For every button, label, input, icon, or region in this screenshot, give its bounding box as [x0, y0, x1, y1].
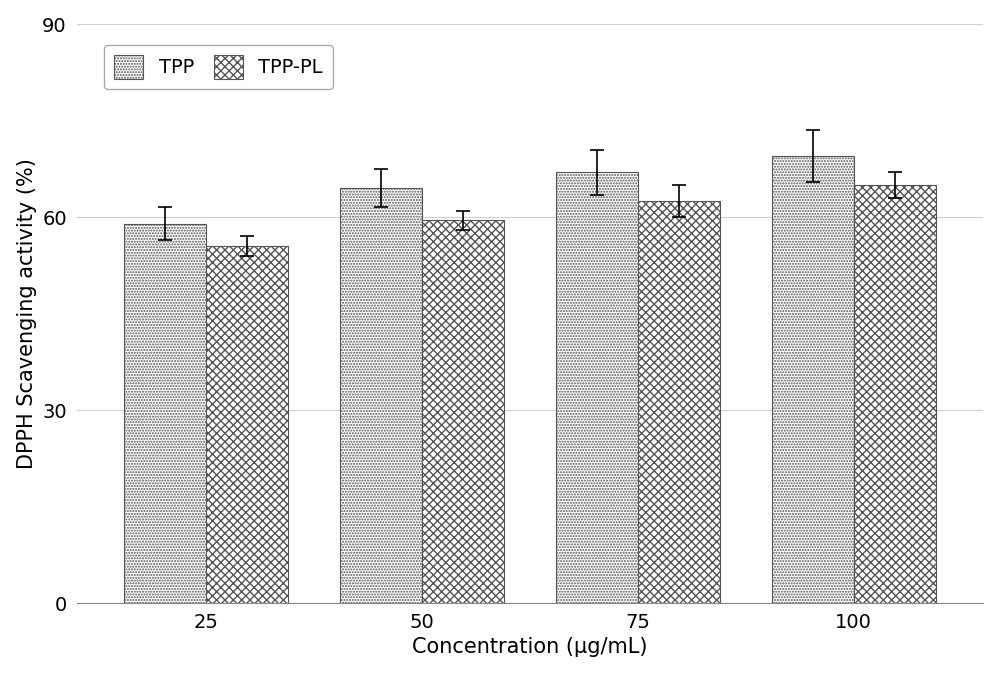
Bar [772, 156, 854, 603]
Bar [124, 224, 206, 603]
Bar [556, 172, 638, 603]
Y-axis label: DPPH Scavenging activity (%): DPPH Scavenging activity (%) [17, 158, 37, 469]
Bar [854, 185, 936, 603]
X-axis label: Concentration (μg/mL): Concentration (μg/mL) [412, 638, 648, 657]
Bar [206, 246, 288, 603]
Bar [422, 220, 504, 603]
Bar [638, 201, 720, 603]
Bar [340, 188, 422, 603]
Legend: TPP, TPP-PL: TPP, TPP-PL [104, 45, 333, 89]
